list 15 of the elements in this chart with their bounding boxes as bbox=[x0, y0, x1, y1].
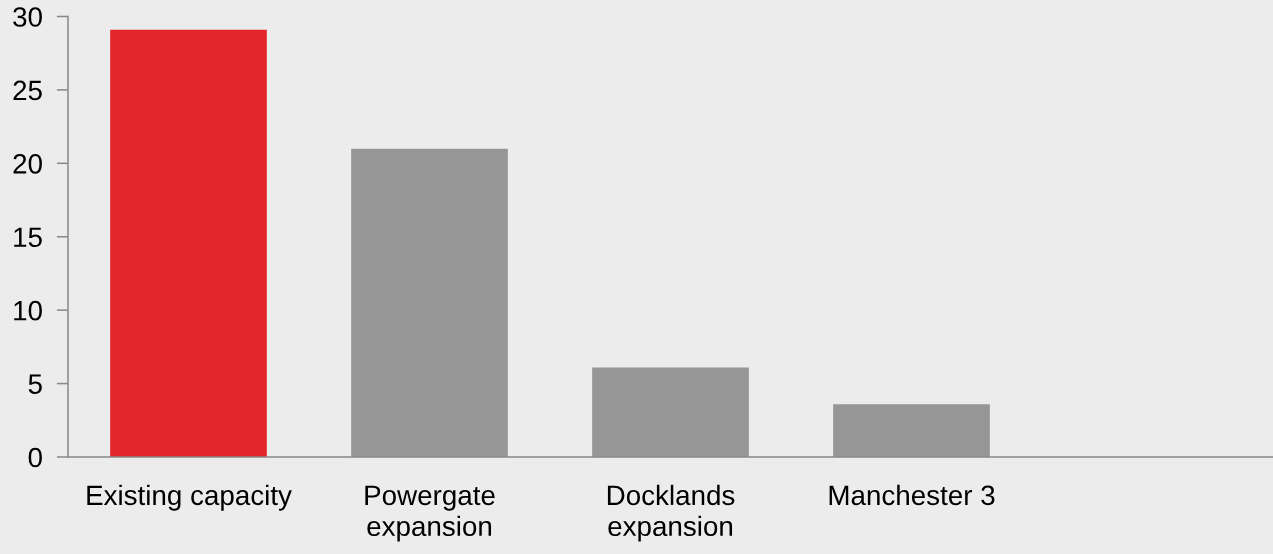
bar bbox=[110, 29, 267, 457]
y-tick-label: 15 bbox=[14, 227, 42, 248]
x-tick-label: Powergate expansion bbox=[365, 485, 495, 542]
y-tick-label: 20 bbox=[13, 154, 42, 174]
y-tick-label: 0 bbox=[28, 447, 42, 468]
x-tick-label: Existing capacity bbox=[87, 484, 292, 511]
bar bbox=[833, 404, 990, 457]
x-tick-label: Docklands expansion bbox=[607, 484, 735, 542]
bar bbox=[592, 367, 749, 457]
bar bbox=[351, 148, 508, 457]
y-tick-label: 5 bbox=[28, 374, 42, 394]
y-tick-label: 30 bbox=[13, 7, 42, 27]
y-tick-label: 25 bbox=[13, 80, 42, 101]
x-tick-label: Manchester 3 bbox=[829, 484, 995, 506]
y-tick-label: 10 bbox=[14, 300, 42, 321]
